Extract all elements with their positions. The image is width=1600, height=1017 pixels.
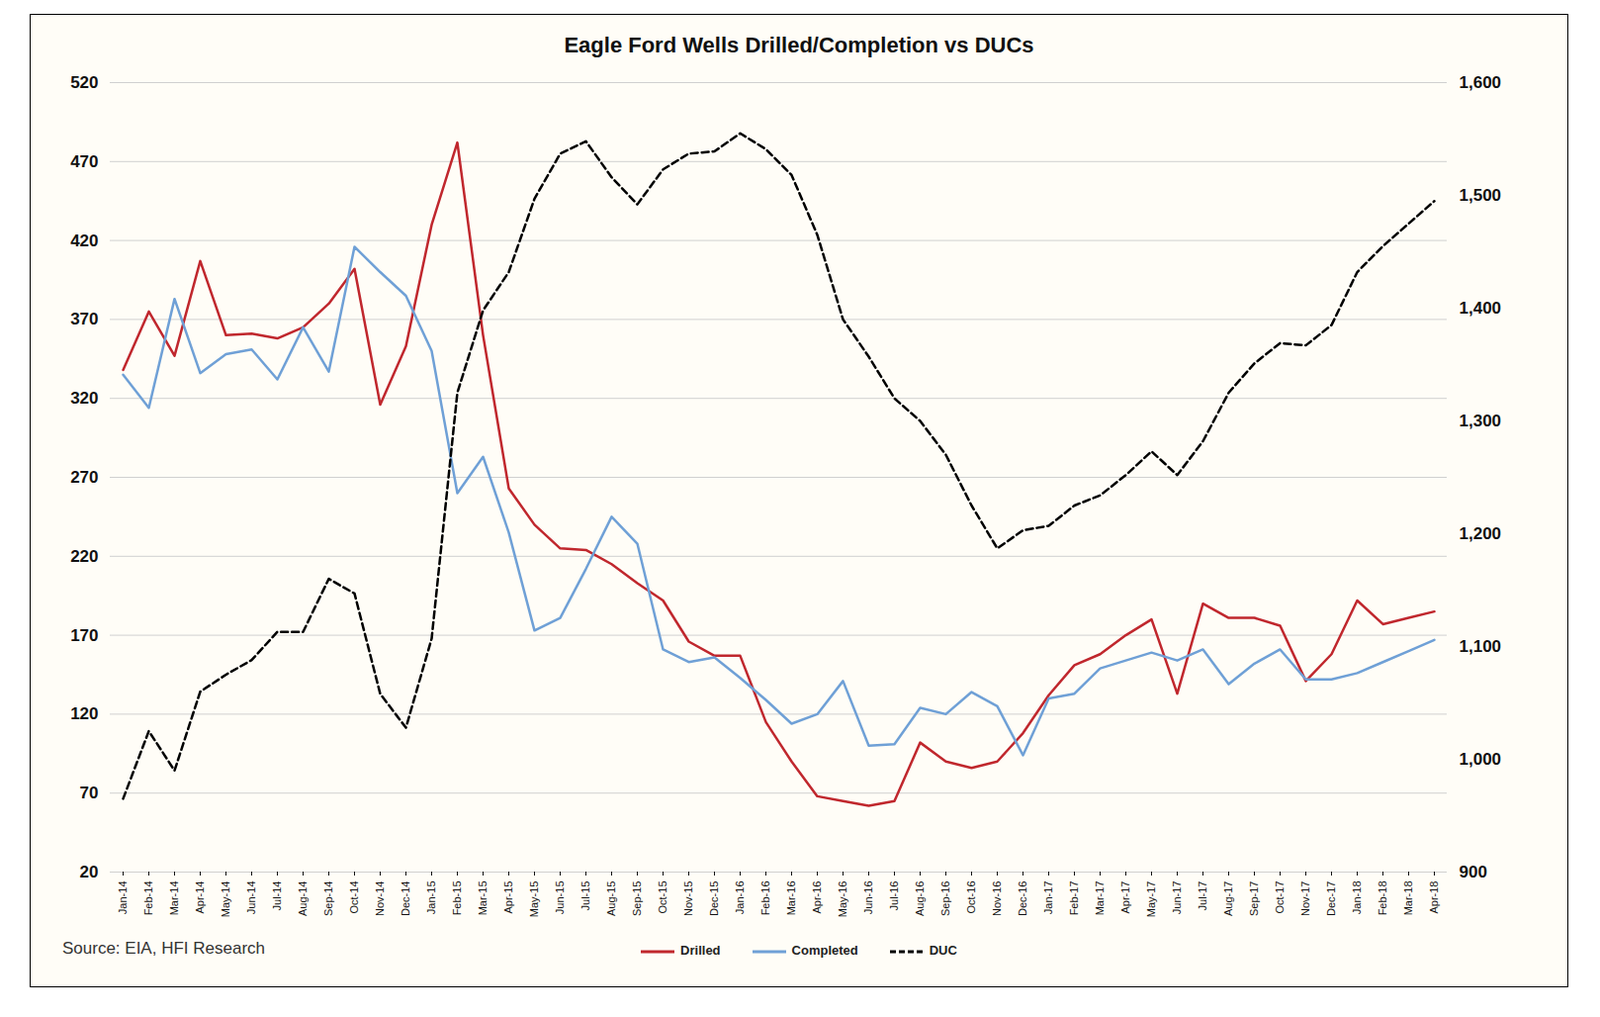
html-text:Source: EIA, HFI Research: Source: EIA, HFI Research: [62, 938, 266, 958]
svg-text:Jan-17: Jan-17: [1042, 881, 1055, 915]
svg-text:Feb-18: Feb-18: [1376, 881, 1389, 916]
svg-text:Sep-16: Sep-16: [939, 881, 952, 916]
svg-text:520: 520: [70, 73, 98, 92]
svg-text:1,300: 1,300: [1459, 411, 1503, 431]
svg-text:Oct-14: Oct-14: [348, 881, 360, 914]
svg-text:900: 900: [1459, 862, 1488, 882]
html-text:Completed: Completed: [791, 942, 859, 958]
html-text:DUC: DUC: [929, 942, 958, 958]
svg-text:Dec-17: Dec-17: [1325, 881, 1337, 916]
svg-text:1,000: 1,000: [1459, 749, 1503, 769]
svg-text:Sep-17: Sep-17: [1247, 881, 1260, 916]
svg-text:May-14: May-14: [219, 881, 232, 918]
svg-text:Nov-15: Nov-15: [682, 881, 695, 916]
svg-text:Oct-17: Oct-17: [1273, 881, 1286, 914]
svg-text:Mar-14: Mar-14: [168, 881, 180, 916]
svg-text:Mar-17: Mar-17: [1093, 881, 1106, 916]
svg-text:Mar-15: Mar-15: [476, 881, 489, 916]
svg-text:Aug-14: Aug-14: [296, 881, 309, 916]
svg-text:270: 270: [70, 467, 98, 487]
svg-text:1,200: 1,200: [1459, 524, 1503, 543]
svg-text:Jan-18: Jan-18: [1350, 881, 1363, 915]
svg-text:170: 170: [70, 625, 98, 645]
html-text:Drilled: Drilled: [680, 942, 721, 958]
svg-text:Jan-16: Jan-16: [733, 881, 746, 915]
svg-text:120: 120: [70, 704, 98, 723]
html-text:Eagle Ford Wells Drilled/Compl: Eagle Ford Wells Drilled/Completion vs D…: [564, 32, 1034, 58]
svg-text:1,500: 1,500: [1459, 185, 1503, 205]
svg-text:Nov-14: Nov-14: [373, 881, 386, 916]
svg-text:Dec-14: Dec-14: [399, 881, 412, 916]
svg-text:Jan-15: Jan-15: [425, 881, 438, 915]
svg-text:Jan-14: Jan-14: [116, 881, 129, 915]
svg-text:220: 220: [70, 546, 98, 566]
svg-text:70: 70: [80, 783, 99, 802]
svg-text:Apr-16: Apr-16: [810, 881, 823, 914]
svg-text:20: 20: [80, 862, 99, 882]
svg-text:May-16: May-16: [836, 881, 849, 918]
svg-text:Jun-15: Jun-15: [553, 881, 566, 915]
svg-text:370: 370: [70, 309, 98, 329]
svg-text:1,100: 1,100: [1459, 636, 1503, 656]
svg-text:Feb-14: Feb-14: [142, 881, 155, 916]
svg-text:Jun-14: Jun-14: [245, 881, 258, 915]
svg-text:Apr-15: Apr-15: [502, 881, 515, 914]
svg-text:Dec-15: Dec-15: [708, 881, 720, 916]
svg-text:1,400: 1,400: [1459, 298, 1503, 318]
svg-text:Aug-15: Aug-15: [605, 881, 618, 916]
svg-text:Nov-17: Nov-17: [1299, 881, 1312, 916]
svg-text:Oct-15: Oct-15: [656, 881, 669, 914]
svg-text:Jul-16: Jul-16: [888, 881, 900, 911]
svg-text:470: 470: [70, 152, 98, 172]
svg-text:Jun-16: Jun-16: [862, 881, 875, 915]
svg-text:Sep-15: Sep-15: [630, 881, 643, 916]
svg-text:Jun-17: Jun-17: [1170, 881, 1183, 915]
svg-text:Feb-17: Feb-17: [1067, 881, 1080, 916]
svg-text:Apr-18: Apr-18: [1427, 881, 1440, 914]
svg-text:Mar-18: Mar-18: [1402, 881, 1415, 916]
svg-text:320: 320: [70, 388, 98, 408]
svg-text:Sep-14: Sep-14: [322, 881, 335, 916]
svg-text:Jul-17: Jul-17: [1196, 881, 1209, 911]
svg-text:Oct-16: Oct-16: [965, 881, 978, 914]
svg-text:1,600: 1,600: [1459, 73, 1503, 92]
svg-text:May-17: May-17: [1145, 881, 1157, 918]
svg-text:Feb-15: Feb-15: [450, 881, 463, 916]
svg-text:Dec-16: Dec-16: [1016, 881, 1029, 916]
svg-text:Mar-16: Mar-16: [785, 881, 798, 916]
svg-text:Apr-14: Apr-14: [193, 881, 206, 914]
svg-text:Jul-14: Jul-14: [270, 881, 283, 911]
svg-text:Feb-16: Feb-16: [759, 881, 772, 916]
svg-text:Aug-17: Aug-17: [1222, 881, 1235, 916]
svg-text:Jul-15: Jul-15: [579, 881, 592, 911]
svg-text:Aug-16: Aug-16: [913, 881, 926, 916]
svg-text:Apr-17: Apr-17: [1119, 881, 1132, 914]
svg-text:May-15: May-15: [528, 881, 540, 918]
svg-text:420: 420: [70, 231, 98, 251]
svg-text:Nov-16: Nov-16: [990, 881, 1003, 916]
